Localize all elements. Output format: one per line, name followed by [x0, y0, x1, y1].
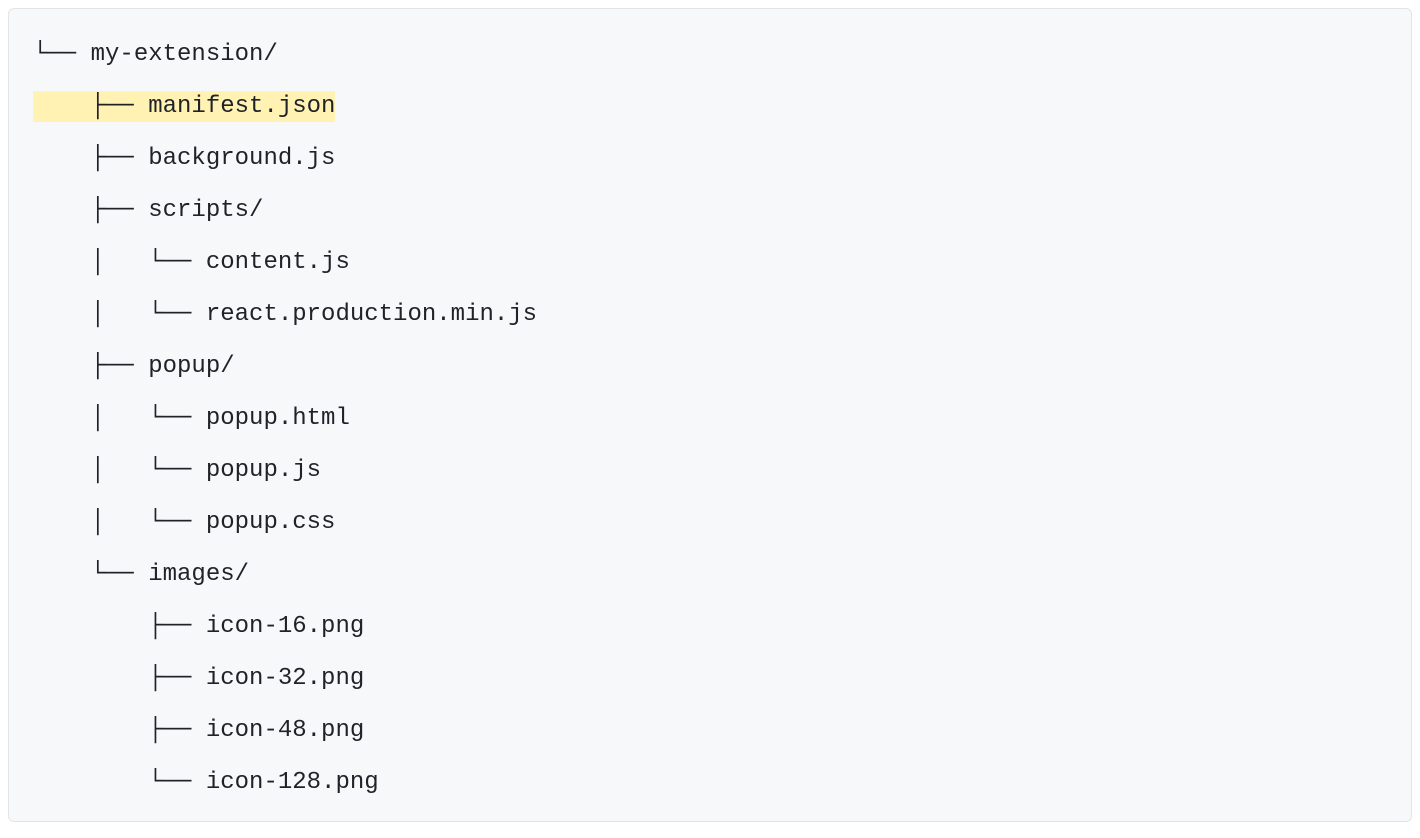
tree-line: ├── icon-48.png	[33, 705, 1387, 757]
tree-prefix: │ └──	[33, 509, 206, 536]
tree-label: popup/	[148, 353, 234, 380]
tree-prefix: ├──	[33, 197, 148, 224]
tree-label: popup.html	[206, 405, 350, 432]
tree-line: ├── icon-32.png	[33, 653, 1387, 705]
tree-prefix: ├──	[33, 665, 206, 692]
tree-prefix: │ └──	[33, 405, 206, 432]
tree-prefix: └──	[33, 561, 148, 588]
tree-line: │ └── popup.js	[33, 445, 1387, 497]
tree-line: ├── scripts/	[33, 185, 1387, 237]
tree-line: │ └── popup.html	[33, 393, 1387, 445]
tree-prefix: └──	[33, 769, 206, 796]
tree-label: manifest.json	[148, 93, 335, 120]
tree-line: │ └── content.js	[33, 237, 1387, 289]
tree-label: icon-32.png	[206, 665, 364, 692]
tree-prefix: │ └──	[33, 249, 206, 276]
tree-line: ├── manifest.json	[33, 81, 1387, 133]
tree-prefix: │ └──	[33, 457, 206, 484]
tree-label: icon-48.png	[206, 717, 364, 744]
tree-label: background.js	[148, 145, 335, 172]
tree-label: my-extension/	[91, 41, 278, 68]
tree-label: icon-128.png	[206, 769, 379, 796]
tree-label: icon-16.png	[206, 613, 364, 640]
tree-prefix: ├──	[33, 613, 206, 640]
tree-label: popup.js	[206, 457, 321, 484]
tree-line: ├── popup/	[33, 341, 1387, 393]
tree-line: │ └── react.production.min.js	[33, 289, 1387, 341]
tree-line: └── images/	[33, 549, 1387, 601]
tree-label: react.production.min.js	[206, 301, 537, 328]
tree-prefix: ├──	[33, 717, 206, 744]
tree-line: └── icon-128.png	[33, 757, 1387, 809]
directory-tree-block: └── my-extension/ ├── manifest.json ├── …	[8, 8, 1412, 822]
tree-label: images/	[148, 561, 249, 588]
tree-prefix: ├──	[33, 145, 148, 172]
tree-line: └── my-extension/	[33, 29, 1387, 81]
tree-line: │ └── popup.css	[33, 497, 1387, 549]
highlighted-line: ├── manifest.json	[33, 91, 335, 122]
tree-line: ├── background.js	[33, 133, 1387, 185]
tree-label: scripts/	[148, 197, 263, 224]
tree-prefix: │ └──	[33, 301, 206, 328]
tree-label: popup.css	[206, 509, 336, 536]
tree-label: content.js	[206, 249, 350, 276]
tree-prefix: ├──	[33, 93, 148, 120]
tree-prefix: └──	[33, 41, 91, 68]
tree-prefix: ├──	[33, 353, 148, 380]
tree-line: ├── icon-16.png	[33, 601, 1387, 653]
